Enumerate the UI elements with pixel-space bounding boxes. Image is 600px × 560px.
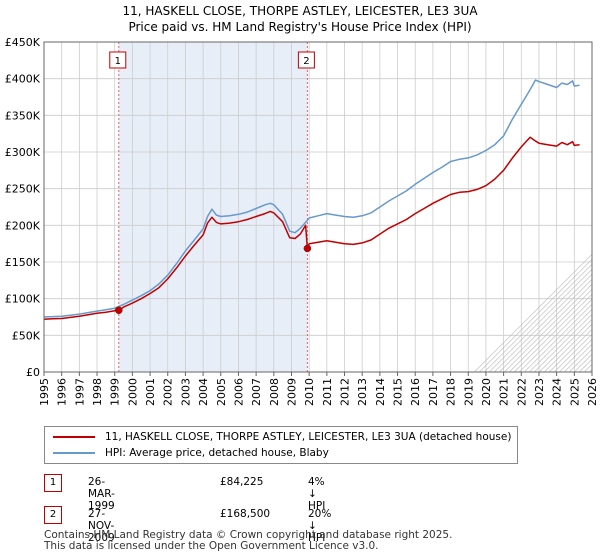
chart-legend: 11, HASKELL CLOSE, THORPE ASTLEY, LEICES… <box>44 426 518 464</box>
sale-period-shade <box>118 42 308 372</box>
future-hatch <box>504 275 600 373</box>
x-tick-label: 2025 <box>568 378 581 406</box>
x-tick-label: 2006 <box>232 378 245 406</box>
y-tick-label: £150K <box>5 256 41 269</box>
legend-hpi-label: HPI: Average price, detached house, Blab… <box>105 447 329 459</box>
x-tick-label: 2013 <box>356 378 369 406</box>
x-tick-label: 2023 <box>533 378 546 406</box>
x-tick-label: 2008 <box>268 378 281 406</box>
y-tick-label: £0 <box>26 366 40 379</box>
sale-number-badge: 1 <box>44 474 62 492</box>
sale-hpi-diff: 4% ↓ HPI <box>308 476 326 512</box>
chart-title-line2: Price paid vs. HM Land Registry's House … <box>128 20 472 34</box>
x-tick-label: 2015 <box>392 378 405 406</box>
chart-title-line1: 11, HASKELL CLOSE, THORPE ASTLEY, LEICES… <box>122 4 478 18</box>
future-hatch <box>529 300 600 373</box>
x-tick-label: 2026 <box>586 378 599 406</box>
y-tick-label: £50K <box>12 329 41 342</box>
x-tick-label: 2019 <box>462 378 475 406</box>
sale-number-badge: 2 <box>44 506 62 524</box>
x-tick-label: 2018 <box>445 378 458 406</box>
x-tick-label: 2016 <box>409 378 422 406</box>
future-hatch <box>534 305 600 373</box>
footer-copyright: Contains HM Land Registry data © Crown c… <box>44 529 453 541</box>
plot-mask-top <box>574 0 592 42</box>
sale-price: £168,500 <box>220 508 271 520</box>
x-tick-label: 2009 <box>285 378 298 406</box>
sale-marker-box <box>109 51 127 69</box>
future-hatch <box>514 285 600 373</box>
x-tick-label: 1997 <box>73 378 86 406</box>
property-series-line <box>43 136 580 320</box>
x-tick-label: 2005 <box>215 378 228 406</box>
future-hatch <box>489 260 600 373</box>
plot-mask-bottom <box>574 372 592 420</box>
x-tick-label: 2020 <box>480 378 493 406</box>
x-tick-label: 2022 <box>515 378 528 406</box>
x-tick-label: 1999 <box>109 378 122 406</box>
x-tick-label: 2024 <box>551 378 564 406</box>
x-tick-label: 2000 <box>126 378 139 406</box>
x-tick-label: 1996 <box>56 378 69 406</box>
y-tick-label: £250K <box>5 183 41 196</box>
sale-marker-label: 2 <box>303 56 309 67</box>
future-hatch <box>524 295 600 373</box>
y-tick-label: £200K <box>5 219 41 232</box>
x-tick-label: 2021 <box>498 378 511 406</box>
sale-date: 27-NOV-2009 <box>88 508 115 544</box>
x-tick-label: 2011 <box>321 378 334 406</box>
y-tick-label: £450K <box>5 36 41 49</box>
footer-attribution: Contains HM Land Registry data © Crown c… <box>44 530 452 552</box>
x-tick-label: 2010 <box>303 378 316 406</box>
sale-date: 26-MAR-1999 <box>88 476 115 512</box>
footer-license: This data is licensed under the Open Gov… <box>44 540 379 552</box>
x-tick-label: 2014 <box>374 378 387 406</box>
x-tick-label: 2007 <box>250 378 263 406</box>
hpi-series-line <box>43 79 580 318</box>
future-hatch <box>484 255 600 373</box>
plot-mask-right <box>592 0 600 420</box>
y-tick-label: £400K <box>5 73 41 86</box>
future-hatch <box>494 265 600 373</box>
legend-property-line <box>53 436 95 438</box>
sale-hpi-diff: 20% ↓ HPI <box>308 508 332 544</box>
future-hatch <box>474 245 600 373</box>
y-tick-label: £350K <box>5 109 41 122</box>
legend-hpi-line <box>53 452 95 454</box>
sale-point <box>115 306 123 314</box>
sale-price: £84,225 <box>220 476 264 488</box>
x-tick-label: 2003 <box>179 378 192 406</box>
x-tick-label: 2012 <box>339 378 352 406</box>
sale-marker-label: 1 <box>115 56 121 67</box>
y-tick-label: £100K <box>5 293 41 306</box>
x-tick-label: 2002 <box>162 378 175 406</box>
y-tick-label: £300K <box>5 146 41 159</box>
x-tick-label: 2017 <box>427 378 440 406</box>
future-hatch <box>519 290 600 373</box>
future-hatch <box>499 270 600 373</box>
legend-property-label: 11, HASKELL CLOSE, THORPE ASTLEY, LEICES… <box>105 431 512 443</box>
x-tick-label: 1998 <box>91 378 104 406</box>
future-hatch <box>479 250 600 373</box>
legend-item-hpi: HPI: Average price, detached house, Blab… <box>53 445 329 461</box>
x-tick-label: 2001 <box>144 378 157 406</box>
sale-marker-box <box>297 51 315 69</box>
sale-point <box>303 244 312 253</box>
x-tick-label: 1995 <box>38 378 51 406</box>
future-hatch <box>509 280 600 373</box>
legend-item-property: 11, HASKELL CLOSE, THORPE ASTLEY, LEICES… <box>53 429 511 445</box>
plot-frame <box>43 41 593 373</box>
price-chart: 1 2 £0 £50K £100K £150K £200K £250K £300K £350K £4… <box>4 0 600 420</box>
x-tick-label: 2004 <box>197 378 210 406</box>
